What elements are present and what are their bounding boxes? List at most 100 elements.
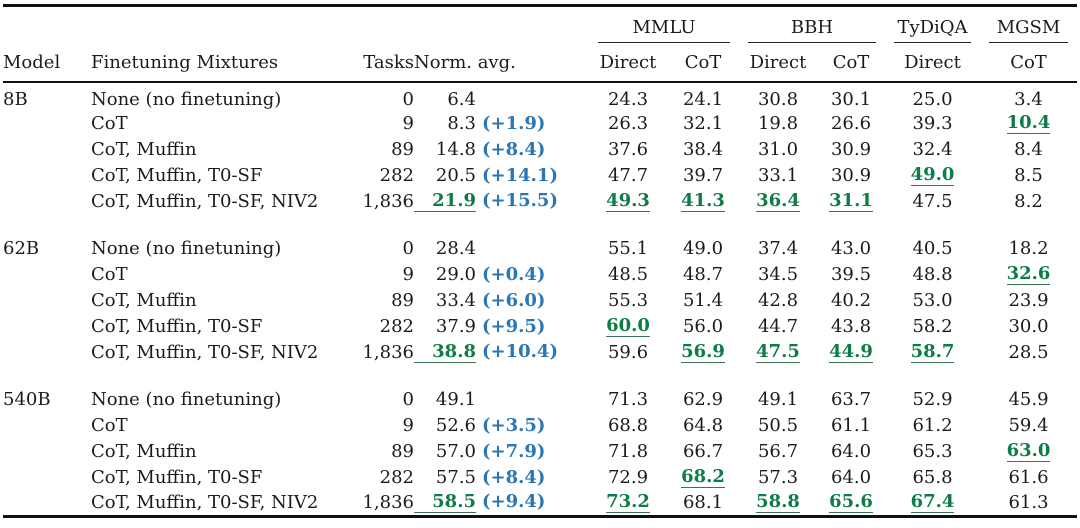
norm-avg-value: 29.0 (435, 263, 476, 285)
model-cell (3, 136, 91, 162)
finetuning-mixture-cell: CoT (91, 110, 339, 136)
tydiqa-direct-score-cell: 61.2 (885, 412, 980, 438)
group-header-bbh: BBH (739, 6, 885, 43)
mgsm-cot-score-cell: 28.5 (980, 339, 1077, 365)
score-value: 57.3 (757, 466, 799, 488)
norm-avg-cell: 14.8 (+8.4) (414, 136, 589, 162)
model-cell (3, 438, 91, 464)
score-value: 65.8 (912, 466, 953, 488)
tasks-count-cell: 0 (339, 235, 414, 261)
results-table: MMLU BBH TyDiQA MGSM Model Finetuning Mi… (3, 4, 1077, 518)
score-value: 64.0 (830, 466, 872, 488)
score-value: 73.2 (606, 491, 650, 514)
bbh-cot-score-cell: 64.0 (817, 438, 885, 464)
score-value: 45.9 (1008, 388, 1049, 410)
score-value: 71.3 (607, 388, 649, 410)
score-value: 50.5 (757, 414, 799, 436)
score-value: 8.2 (1014, 190, 1043, 212)
tasks-count-cell: 282 (339, 162, 414, 188)
bbh-direct-score-cell: 31.0 (739, 136, 817, 162)
tydiqa-direct-score-cell: 47.5 (885, 188, 980, 214)
bbh-direct-score-cell: 36.4 (739, 188, 817, 214)
group-header-mmlu: MMLU (589, 6, 739, 43)
mgsm-cot-score-cell: 63.0 (980, 438, 1077, 464)
bbh-direct-score-cell: 19.8 (739, 110, 817, 136)
bbh-cot-score-cell: 30.1 (817, 82, 885, 110)
score-value: 53.0 (912, 289, 953, 311)
bbh-cot-score-cell: 43.8 (817, 313, 885, 339)
group-header-tydiqa: TyDiQA (885, 6, 980, 43)
finetuning-mixture-cell: CoT, Muffin (91, 136, 339, 162)
mmlu-direct-score-cell: 26.3 (589, 110, 667, 136)
mmlu-cot-score-cell: 49.0 (667, 235, 739, 261)
column-header-model: Model (3, 51, 61, 73)
model-cell (3, 261, 91, 287)
column-header-row: Model Finetuning Mixtures Tasks Norm. av… (3, 43, 1077, 82)
tasks-count-value: 1,836 (362, 341, 414, 363)
mmlu-cot-score-cell: 38.4 (667, 136, 739, 162)
mmlu-direct-score-cell: 24.3 (589, 82, 667, 110)
table-row: CoT 9 8.3 (+1.9) 26.3 32.1 19.8 26.6 39.3 10.4 (3, 110, 1077, 136)
norm-avg-value: 6.4 (447, 89, 476, 110)
mmlu-cot-score-cell: 41.3 (667, 188, 739, 214)
tasks-count-cell: 9 (339, 261, 414, 287)
mgsm-cot-score-cell: 59.4 (980, 412, 1077, 438)
table-row: CoT 9 29.0 (+0.4) 48.5 48.7 34.5 39.5 48.8 32.6 (3, 261, 1077, 287)
mmlu-cot-score-cell: 32.1 (667, 110, 739, 136)
norm-avg-value: 57.5 (435, 466, 476, 488)
model-cell (3, 464, 91, 490)
score-value: 58.7 (910, 341, 955, 363)
norm-avg-cell: 49.1 (414, 386, 589, 412)
model-size-label: 540B (3, 388, 51, 410)
model-cell (3, 287, 91, 313)
bbh-direct-score-cell: 47.5 (739, 339, 817, 365)
bbh-cot-score-cell: 39.5 (817, 261, 885, 287)
score-value: 44.9 (829, 341, 873, 363)
bbh-cot-score-cell: 26.6 (817, 110, 885, 136)
mmlu-direct-score-cell: 71.8 (589, 438, 667, 464)
score-value: 63.0 (1006, 440, 1051, 462)
group-header-mgsm: MGSM (980, 6, 1077, 43)
norm-avg-delta: (+10.4) (482, 341, 558, 363)
tasks-count-cell: 282 (339, 313, 414, 339)
tasks-count-cell: 1,836 (339, 339, 414, 365)
score-value: 49.1 (757, 388, 799, 410)
norm-avg-delta: (+15.5) (482, 190, 558, 212)
column-header-finetuning-mixtures: Finetuning Mixtures (91, 51, 279, 73)
norm-avg-delta: (+7.9) (482, 440, 546, 462)
tasks-count-value: 89 (391, 289, 414, 311)
tydiqa-direct-score-cell: 53.0 (885, 287, 980, 313)
mmlu-cot-score-cell: 62.9 (667, 386, 739, 412)
score-value: 32.1 (682, 112, 724, 134)
model-cell (3, 188, 91, 214)
model-cell (3, 412, 91, 438)
model-cell: 540B (3, 386, 91, 412)
score-value: 31.0 (757, 138, 799, 160)
mmlu-cot-score-cell: 48.7 (667, 261, 739, 287)
norm-avg-delta: (+6.0) (482, 289, 546, 311)
tasks-count-value: 9 (402, 263, 414, 285)
table-row: 62B None (no finetuning) 0 28.4 55.1 49.0 37.4… (3, 235, 1077, 261)
norm-avg-delta: (+3.5) (482, 414, 546, 436)
score-value: 47.5 (756, 341, 800, 363)
tasks-count-value: 89 (391, 440, 414, 462)
mgsm-cot-score-cell: 8.2 (980, 188, 1077, 214)
norm-avg-delta: (+8.4) (482, 138, 546, 160)
mmlu-direct-score-cell: 60.0 (589, 313, 667, 339)
bbh-direct-score-cell: 49.1 (739, 386, 817, 412)
mmlu-direct-score-cell: 73.2 (589, 490, 667, 516)
score-value: 23.9 (1008, 289, 1049, 311)
mmlu-direct-score-cell: 47.7 (589, 162, 667, 188)
score-value: 25.0 (912, 89, 953, 110)
mmlu-cot-score-cell: 39.7 (667, 162, 739, 188)
bbh-direct-score-cell: 57.3 (739, 464, 817, 490)
norm-avg-delta: (+9.5) (482, 315, 546, 337)
norm-avg-cell: 21.9 (+15.5) (414, 188, 589, 214)
tasks-count-value: 0 (402, 388, 414, 410)
tydiqa-direct-score-cell: 48.8 (885, 261, 980, 287)
norm-avg-delta: (+0.4) (482, 263, 546, 285)
score-value: 31.1 (829, 190, 873, 212)
norm-avg-value: 28.4 (435, 237, 476, 259)
table-row: CoT, Muffin, T0-SF, NIV2 1,836 58.5 (+9.4) 7… (3, 490, 1077, 516)
score-value: 64.0 (830, 440, 872, 462)
